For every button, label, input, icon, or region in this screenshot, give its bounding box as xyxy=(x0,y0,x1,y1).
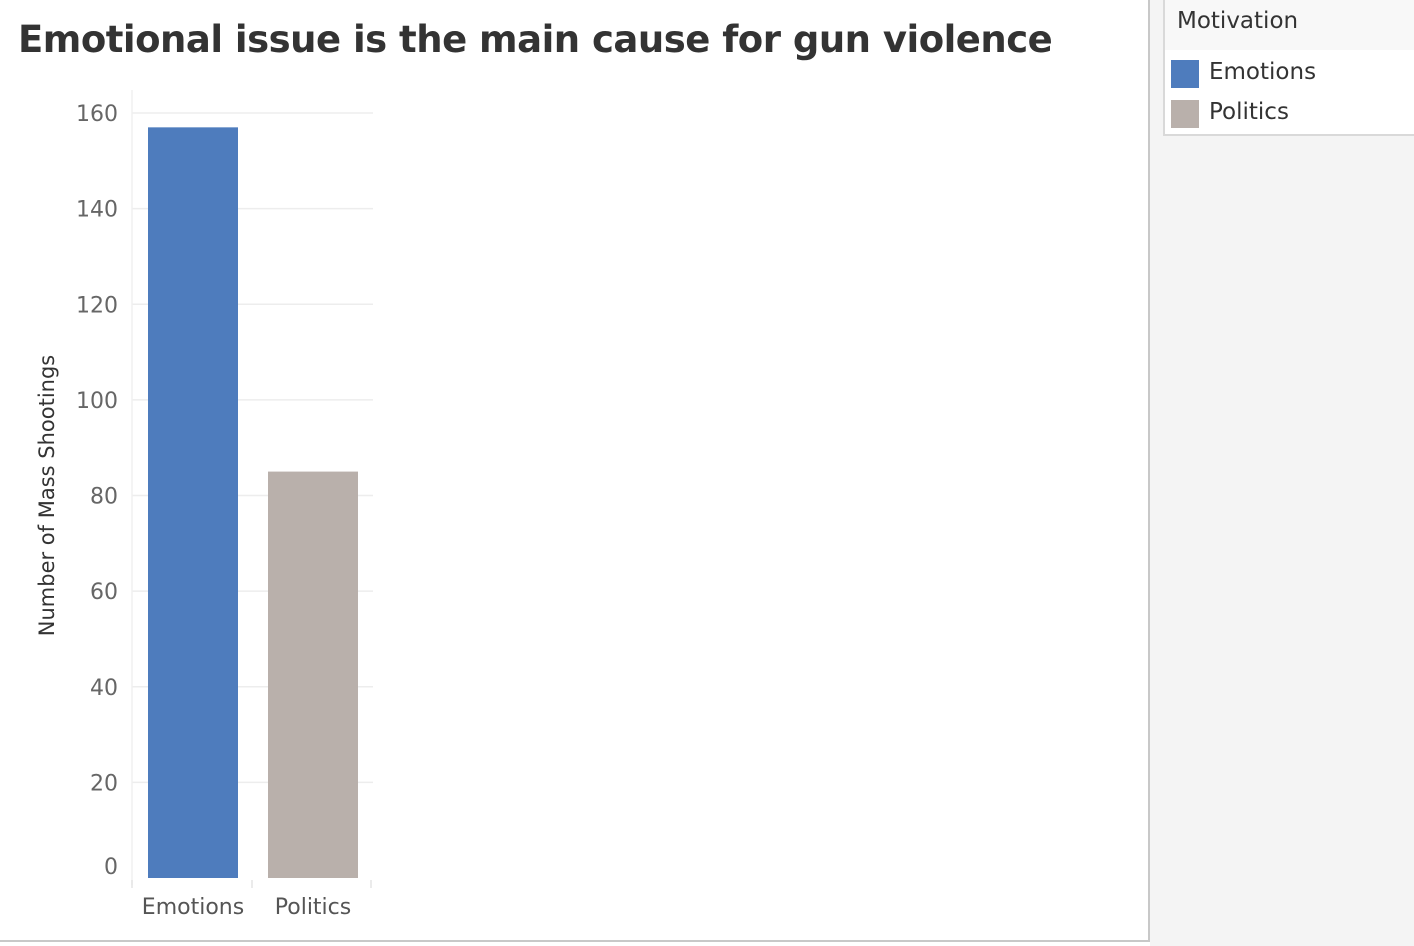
legend-title: Motivation xyxy=(1177,8,1299,34)
legend-item-emotions[interactable]: Emotions xyxy=(1171,58,1411,88)
y-tick-label-0: 0 xyxy=(104,855,118,880)
legend-label-politics: Politics xyxy=(1209,99,1289,125)
legend-panel: Motivation Emotions Politics xyxy=(1150,0,1414,946)
y-tick-label-100: 100 xyxy=(76,389,118,414)
chart-title: Emotional issue is the main cause for gu… xyxy=(18,18,1053,61)
y-tick-label-20: 20 xyxy=(90,771,118,796)
legend-header xyxy=(1165,0,1414,50)
x-tick-label-politics: Politics xyxy=(275,895,351,920)
bar-politics xyxy=(268,471,358,878)
y-tick-label-60: 60 xyxy=(90,580,118,605)
y-tick-label-140: 140 xyxy=(76,198,118,223)
y-tick-label-160: 160 xyxy=(76,102,118,127)
bar-chart: 0 20 40 60 80 100 120 140 160 Number of Mass Shoo… xyxy=(35,90,373,920)
y-tick-label-40: 40 xyxy=(90,676,118,701)
legend-label-emotions: Emotions xyxy=(1209,59,1317,85)
x-tick-label-emotions: Emotions xyxy=(142,895,244,920)
y-tick-label-80: 80 xyxy=(90,485,118,510)
legend-item-politics[interactable]: Politics xyxy=(1171,98,1411,128)
chart-area: Emotional issue is the main cause for gu… xyxy=(0,0,1150,942)
y-tick-label-120: 120 xyxy=(76,293,118,318)
legend-swatch-politics xyxy=(1171,100,1199,128)
y-axis-title: Number of Mass Shootings xyxy=(35,355,59,636)
legend: Motivation Emotions Politics xyxy=(1163,0,1414,136)
legend-swatch-emotions xyxy=(1171,60,1199,88)
bar-emotions xyxy=(148,127,238,878)
